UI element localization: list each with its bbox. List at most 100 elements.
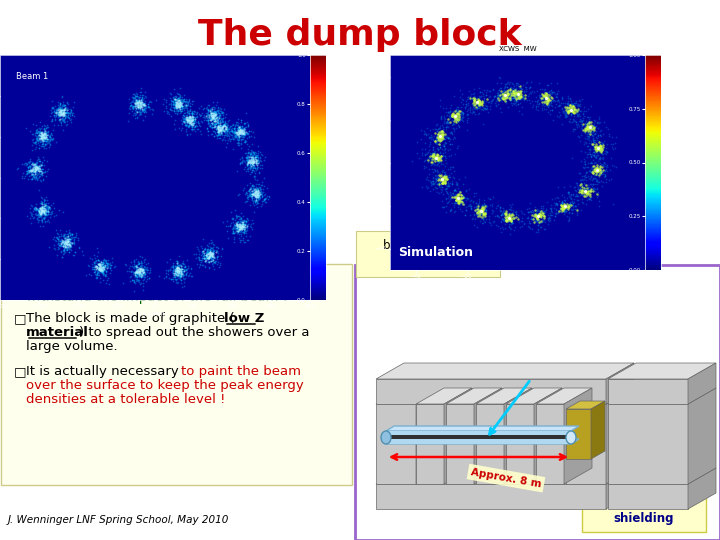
Point [474, 98, 486, 106]
Point [431, 120, 442, 129]
Point [139, 102, 150, 111]
Point [212, 130, 224, 139]
Point [174, 101, 185, 110]
Point [200, 251, 212, 259]
Point [53, 107, 64, 116]
Point [529, 210, 541, 218]
Point [131, 272, 143, 281]
Point [443, 118, 454, 126]
Point [462, 202, 474, 211]
Point [446, 112, 458, 120]
Point [66, 233, 77, 242]
Point [84, 269, 95, 278]
Point [196, 255, 207, 264]
Point [435, 136, 446, 145]
Point [24, 168, 36, 177]
Point [35, 206, 46, 214]
Point [562, 108, 574, 117]
Point [55, 106, 67, 114]
Point [242, 155, 253, 164]
Point [132, 92, 143, 101]
Point [537, 209, 549, 218]
Point [136, 92, 148, 101]
Point [253, 192, 264, 201]
Point [136, 269, 148, 278]
Point [36, 192, 48, 201]
Point [480, 207, 492, 215]
Point [485, 220, 497, 229]
Point [498, 211, 509, 219]
Point [58, 240, 69, 249]
Point [168, 104, 180, 112]
Point [72, 234, 84, 242]
Point [176, 268, 187, 277]
Point [55, 226, 66, 235]
Point [94, 259, 105, 267]
Point [228, 228, 240, 237]
Point [130, 102, 141, 111]
Point [50, 104, 61, 113]
Point [450, 198, 462, 207]
Point [61, 237, 73, 245]
Point [567, 107, 579, 116]
Point [472, 103, 483, 111]
Point [421, 156, 433, 164]
Point [462, 114, 473, 123]
Point [570, 191, 581, 200]
Point [530, 211, 541, 219]
Point [32, 205, 43, 214]
Point [531, 212, 542, 221]
Point [225, 130, 237, 139]
Point [477, 103, 488, 112]
Point [557, 198, 568, 206]
Point [475, 105, 487, 113]
Point [184, 117, 195, 125]
Point [40, 129, 51, 138]
Point [60, 105, 71, 114]
Point [505, 91, 517, 99]
Point [511, 89, 523, 98]
Point [482, 94, 493, 103]
Point [40, 140, 52, 149]
Point [500, 207, 511, 215]
Point [567, 102, 579, 110]
Point [243, 186, 255, 194]
Point [436, 178, 448, 186]
Point [588, 136, 600, 144]
Point [243, 149, 254, 158]
Point [160, 269, 171, 278]
Point [210, 125, 222, 133]
Point [474, 207, 486, 216]
Point [35, 129, 47, 138]
Point [439, 180, 451, 188]
Point [585, 137, 597, 145]
Point [536, 85, 548, 93]
Point [475, 205, 487, 214]
Point [467, 103, 479, 111]
Point [130, 97, 142, 105]
Point [252, 188, 264, 197]
Point [557, 198, 568, 206]
Point [33, 127, 45, 136]
Point [442, 178, 454, 187]
Point [32, 152, 44, 161]
Point [469, 108, 480, 117]
Point [196, 248, 207, 256]
Point [184, 109, 195, 117]
Point [572, 102, 583, 110]
Point [180, 110, 192, 119]
Point [184, 107, 195, 116]
Point [495, 78, 507, 87]
Point [53, 233, 65, 241]
Point [239, 119, 251, 128]
Point [517, 92, 528, 101]
Point [505, 94, 517, 103]
Point [481, 86, 492, 94]
Point [431, 160, 443, 168]
Point [56, 109, 68, 118]
Point [566, 111, 577, 119]
Point [31, 133, 42, 142]
Point [28, 204, 40, 213]
Point [586, 168, 598, 177]
Point [236, 223, 248, 232]
